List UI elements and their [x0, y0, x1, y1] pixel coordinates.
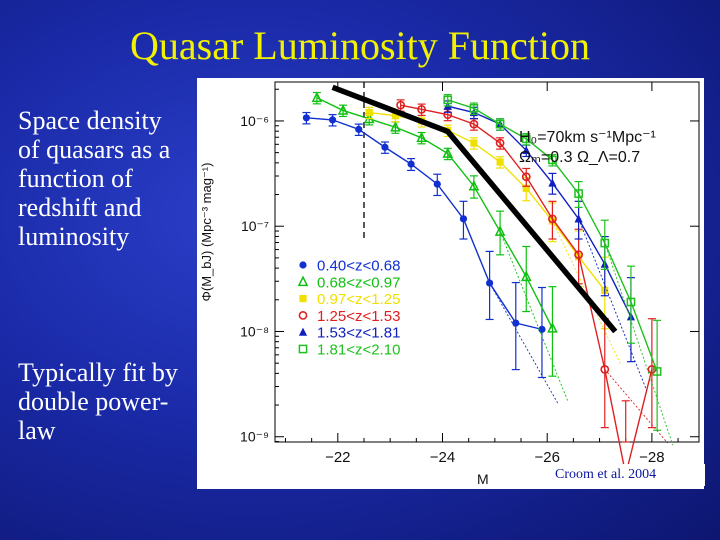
data-point-3 — [396, 100, 406, 110]
series-model-0 — [489, 282, 559, 404]
series-model-5 — [604, 242, 674, 446]
legend-marker-0 — [299, 261, 307, 269]
y-tick-label: 10⁻⁶ — [240, 113, 269, 129]
data-point-5 — [600, 238, 610, 248]
slide-title: Quasar Luminosity Function — [130, 23, 590, 68]
data-point-1 — [520, 270, 532, 282]
data-point-3 — [417, 104, 426, 114]
bullet-space-density: Space density of quasars as a function o… — [18, 106, 171, 251]
data-point-3 — [647, 364, 657, 374]
data-point-5 — [443, 95, 453, 105]
legend-label-5: 1.81<z<2.10 — [317, 342, 400, 359]
legend-marker-2 — [299, 295, 307, 303]
data-point-2 — [391, 112, 399, 120]
bullet-double-power-law: Typically fit by double power-law — [18, 358, 178, 445]
x-axis-label: M — [477, 471, 489, 487]
data-point-1 — [547, 322, 558, 333]
cosmology-annotation-line2: Ωₘ=0.3 Ω_Λ=0.7 — [519, 149, 640, 166]
data-point-2 — [522, 184, 530, 192]
legend-marker-3 — [298, 310, 308, 320]
data-point-5 — [548, 155, 557, 165]
data-point-3 — [600, 364, 610, 374]
data-point-0 — [512, 319, 520, 327]
legend-label-3: 1.25<z<1.53 — [317, 308, 400, 325]
data-point-5 — [652, 367, 662, 376]
data-point-3 — [469, 119, 479, 129]
data-point-0 — [355, 125, 363, 133]
data-point-0 — [538, 325, 546, 333]
data-point-1 — [494, 225, 506, 236]
x-tick-label: −24 — [430, 449, 455, 466]
legend-marker-5 — [298, 344, 308, 354]
series-model-1 — [499, 231, 569, 403]
cosmology-annotation-line1: H₀=70km s⁻¹Mpc⁻¹ — [519, 129, 656, 146]
data-point-1 — [416, 131, 427, 143]
legend-label-0: 0.40<z<0.68 — [317, 258, 400, 275]
series-line-1 — [316, 97, 554, 329]
y-axis-label: Φ(M_bJ) (Mpc⁻³ mag⁻¹) — [199, 163, 214, 302]
y-tick-label: 10⁻⁷ — [241, 218, 269, 234]
data-point-0 — [433, 180, 441, 188]
x-tick-label: −22 — [325, 449, 350, 466]
series-model-2 — [552, 220, 621, 365]
data-point-5 — [574, 189, 583, 198]
data-point-3 — [495, 138, 505, 148]
data-point-1 — [337, 104, 349, 115]
plot-frame — [274, 81, 700, 443]
data-point-4 — [522, 145, 531, 155]
series-line-4 — [447, 105, 632, 318]
data-point-0 — [302, 114, 311, 122]
legend-marker-4 — [298, 327, 308, 336]
data-point-0 — [381, 143, 389, 151]
legend-label-4: 1.53<z<1.81 — [317, 325, 400, 342]
data-point-2 — [365, 108, 373, 117]
data-point-0 — [407, 160, 415, 168]
legend-label-2: 0.97<z<1.25 — [317, 291, 400, 308]
data-point-3 — [548, 214, 557, 224]
data-point-4 — [548, 178, 557, 187]
double-power-law-fit — [331, 84, 618, 334]
data-point-3 — [574, 250, 584, 260]
data-point-5 — [626, 297, 636, 307]
data-point-1 — [311, 91, 323, 103]
data-point-5 — [495, 119, 505, 129]
series-model-4 — [578, 218, 648, 391]
data-point-5 — [521, 134, 531, 144]
data-point-0 — [459, 215, 468, 223]
y-tick-label: 10⁻⁹ — [240, 429, 269, 445]
data-point-0 — [328, 116, 337, 124]
data-point-2 — [470, 139, 478, 147]
data-point-1 — [442, 147, 454, 158]
data-point-4 — [574, 214, 583, 223]
x-tick-label: −26 — [534, 449, 559, 466]
data-point-5 — [469, 103, 479, 113]
legend-marker-1 — [297, 275, 309, 287]
data-point-2 — [496, 158, 504, 166]
legend-label-1: 0.68<z<0.97 — [317, 274, 400, 291]
data-point-3 — [521, 172, 531, 182]
data-point-1 — [468, 179, 480, 191]
luminosity-function-chart: −22 −24 −26 −28 10⁻⁹ 10⁻⁸ 10⁻⁷ 10⁻⁶ M Φ(M_bJ) (Mp… — [199, 81, 700, 487]
luminosity-function-figure: −22 −24 −26 −28 10⁻⁹ 10⁻⁸ 10⁻⁷ 10⁻⁶ M Φ(M_bJ) (Mp… — [197, 78, 704, 489]
citation: Croom et al. 2004 — [555, 464, 705, 486]
data-point-1 — [390, 120, 401, 132]
series-line-0 — [306, 117, 543, 331]
x-tick-label: −28 — [639, 449, 664, 466]
data-point-0 — [486, 279, 494, 287]
y-tick-label: 10⁻⁸ — [240, 323, 269, 339]
